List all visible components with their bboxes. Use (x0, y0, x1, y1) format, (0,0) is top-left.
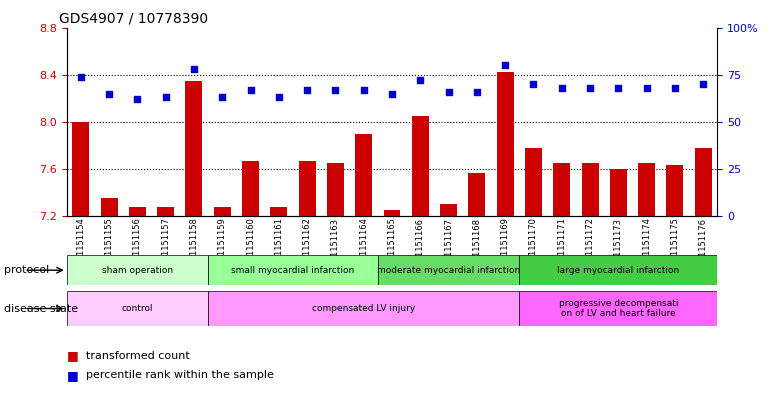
Bar (299, 161, 316, 216)
Bar (519, 255, 717, 285)
Point (442, 88, 455, 95)
Point (159, 94, 172, 101)
Bar (440, 204, 457, 216)
Point (187, 66, 200, 72)
Bar (666, 165, 684, 216)
Point (499, 62, 511, 68)
Bar (214, 207, 230, 216)
Text: protocol: protocol (4, 265, 49, 275)
Bar (378, 255, 519, 285)
Text: large myocardial infarction: large myocardial infarction (557, 266, 680, 275)
Text: ■: ■ (67, 369, 78, 382)
Bar (412, 116, 429, 216)
Text: ■: ■ (67, 349, 78, 362)
Point (470, 88, 483, 95)
Point (103, 90, 115, 97)
Text: GDS4907 / 10778390: GDS4907 / 10778390 (59, 12, 208, 26)
Point (414, 77, 426, 83)
Text: transformed count: transformed count (86, 351, 190, 361)
Point (612, 85, 625, 91)
Bar (327, 163, 344, 216)
Point (556, 85, 568, 91)
Point (74, 73, 87, 80)
Point (697, 81, 710, 87)
Point (245, 86, 257, 93)
Bar (208, 255, 378, 285)
Bar (610, 169, 627, 216)
Text: sham operation: sham operation (102, 266, 173, 275)
Point (386, 90, 398, 97)
Point (358, 86, 370, 93)
Bar (554, 163, 570, 216)
Bar (208, 291, 519, 326)
Bar (67, 291, 208, 326)
Bar (525, 148, 542, 216)
Point (527, 81, 539, 87)
Bar (355, 134, 372, 216)
Bar (129, 207, 146, 216)
Bar (383, 210, 401, 216)
Text: progressive decompensati
on of LV and heart failure: progressive decompensati on of LV and he… (558, 299, 678, 318)
Text: control: control (122, 304, 153, 313)
Point (641, 85, 653, 91)
Text: disease state: disease state (4, 303, 78, 314)
Point (669, 85, 681, 91)
Point (273, 94, 285, 101)
Text: percentile rank within the sample: percentile rank within the sample (86, 370, 274, 380)
Bar (100, 198, 118, 216)
Text: compensated LV injury: compensated LV injury (312, 304, 416, 313)
Bar (497, 72, 514, 216)
Point (216, 94, 228, 101)
Point (329, 86, 342, 93)
Bar (186, 81, 202, 216)
Bar (157, 207, 174, 216)
Text: moderate myocardial infarction: moderate myocardial infarction (377, 266, 521, 275)
Bar (695, 148, 712, 216)
Point (584, 85, 597, 91)
Point (131, 96, 143, 102)
Text: small myocardial infarction: small myocardial infarction (231, 266, 354, 275)
Bar (67, 255, 208, 285)
Bar (519, 291, 717, 326)
Bar (638, 163, 655, 216)
Bar (270, 207, 287, 216)
Bar (72, 122, 89, 216)
Bar (582, 163, 598, 216)
Bar (468, 173, 485, 216)
Bar (242, 161, 259, 216)
Point (301, 86, 314, 93)
